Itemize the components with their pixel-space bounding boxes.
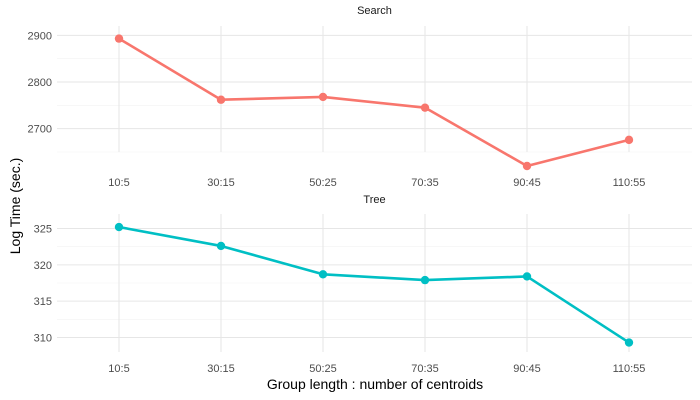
data-point bbox=[318, 92, 328, 102]
panel-tree: Tree 310 315 320 325 10:5 30:15 50:25 70:35 90:45… bbox=[34, 194, 692, 375]
x-axis-title: Group length : number of centroids bbox=[267, 376, 483, 392]
panels-layer: Search 2700 2800 2900 10:5 30:15 50:25 70:35 90:… bbox=[28, 5, 692, 375]
panel-search: Search 2700 2800 2900 10:5 30:15 50:25 70:35 90:… bbox=[28, 5, 692, 189]
series-line-tree bbox=[118, 225, 630, 344]
y-tick-label: 2800 bbox=[28, 77, 52, 89]
x-tick-label: 70:35 bbox=[411, 363, 439, 375]
data-point bbox=[522, 272, 532, 281]
data-point bbox=[318, 270, 328, 279]
data-point bbox=[420, 103, 430, 112]
strip-label: Search bbox=[357, 5, 392, 17]
data-point bbox=[216, 241, 226, 251]
x-tick-label: 50:25 bbox=[309, 177, 337, 189]
x-tick-label: 30:15 bbox=[207, 363, 235, 375]
strip-label: Tree bbox=[363, 194, 385, 206]
y-tick-label: 2900 bbox=[28, 30, 52, 42]
data-point bbox=[114, 34, 124, 43]
y-tick-label: 310 bbox=[34, 332, 52, 344]
data-point bbox=[624, 135, 634, 145]
x-tick-label: 10:5 bbox=[108, 363, 129, 375]
y-tick-label: 325 bbox=[34, 224, 52, 236]
y-tick-label: 2700 bbox=[28, 124, 52, 136]
x-tick-label: 30:15 bbox=[207, 177, 235, 189]
x-tick-label: 10:5 bbox=[108, 177, 129, 189]
data-point bbox=[522, 161, 532, 171]
y-axis-title: Log Time (sec.) bbox=[7, 158, 23, 254]
x-tick-label: 70:35 bbox=[411, 177, 439, 189]
data-point bbox=[624, 338, 634, 347]
data-point bbox=[114, 222, 124, 232]
x-tick-label: 50:25 bbox=[309, 363, 337, 375]
y-tick-label: 315 bbox=[34, 296, 52, 308]
x-tick-label: 90:45 bbox=[513, 363, 541, 375]
series-line-search bbox=[118, 37, 630, 168]
x-tick-label: 110:55 bbox=[613, 363, 646, 375]
x-tick-label: 110:55 bbox=[613, 177, 646, 189]
data-point bbox=[420, 275, 430, 285]
y-tick-label: 320 bbox=[34, 260, 52, 272]
data-point bbox=[216, 95, 226, 104]
x-tick-label: 90:45 bbox=[513, 177, 541, 189]
